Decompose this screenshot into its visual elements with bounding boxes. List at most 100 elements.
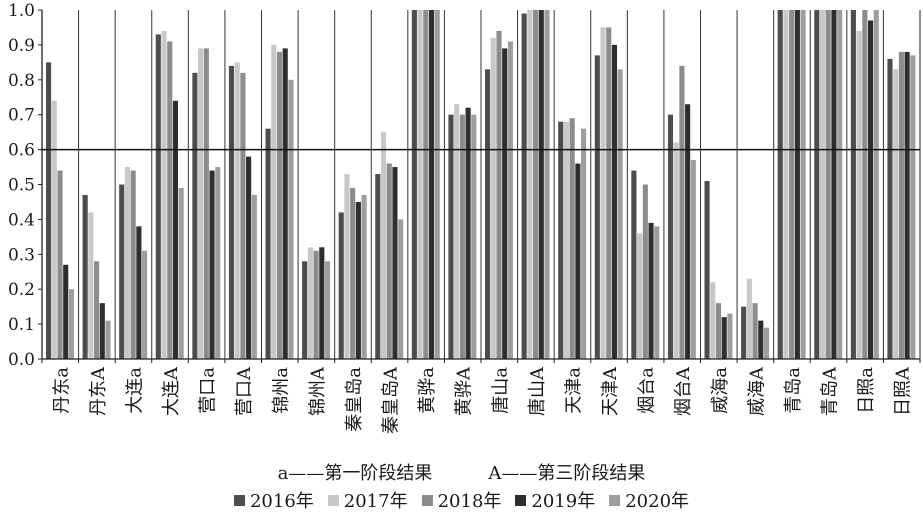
bar	[521, 13, 527, 360]
chart: 0.0 0.1 0.2 0.3 0.4 0.5 0.6 0.7 0.8 0.9 1.0 丹东a 丹东A 大…	[8, 1, 921, 434]
bar	[68, 289, 74, 359]
legend-swatch	[609, 494, 621, 506]
bar	[741, 306, 747, 359]
x-tick-label: 青岛a	[783, 367, 804, 414]
bar	[710, 282, 716, 359]
bar	[198, 48, 204, 359]
bar	[313, 250, 319, 359]
bar	[850, 10, 856, 359]
bar	[814, 10, 820, 359]
bar	[631, 170, 637, 359]
bar	[417, 10, 423, 359]
bar	[105, 320, 111, 359]
bar	[161, 30, 167, 359]
bar	[276, 51, 283, 359]
bar	[471, 114, 477, 359]
legend-swatch	[421, 494, 433, 506]
y-tick-label: 0.6	[8, 141, 35, 161]
x-tick-label: 天津A	[600, 366, 621, 416]
y-tick-label: 0.5	[8, 176, 35, 196]
legend-label: 2017年	[343, 491, 408, 512]
bar	[611, 44, 618, 360]
bar	[130, 170, 136, 359]
bar	[398, 219, 404, 359]
x-tick-label: 秦皇岛A	[381, 366, 402, 434]
bar	[794, 10, 800, 359]
bar	[386, 163, 392, 359]
bar	[783, 10, 789, 359]
legend-label: 2020年	[625, 491, 690, 512]
bar	[288, 79, 294, 360]
bar	[178, 187, 184, 359]
bar	[228, 65, 235, 359]
bar	[558, 121, 564, 360]
y-tick-label: 0.9	[8, 36, 35, 56]
x-tick-label: 威海a	[710, 367, 731, 414]
bar	[307, 247, 313, 359]
bar	[119, 184, 125, 359]
x-tick-label: 烟台A	[673, 366, 694, 416]
bar	[57, 170, 63, 359]
bar	[142, 250, 148, 359]
y-tick-label: 0.1	[8, 315, 35, 335]
bar	[344, 174, 350, 359]
bar	[380, 132, 387, 359]
bar	[251, 194, 257, 359]
bar	[904, 51, 910, 359]
bar	[302, 261, 308, 359]
bar	[434, 10, 440, 359]
bar	[837, 10, 843, 359]
bar	[124, 167, 130, 359]
bar	[240, 72, 246, 359]
bar	[667, 114, 674, 359]
y-tick-label: 0.8	[8, 71, 35, 91]
y-tick-label: 0.0	[8, 350, 35, 370]
y-tick-label: 0.2	[8, 280, 35, 300]
bar	[324, 261, 331, 359]
bar	[581, 128, 587, 359]
bar	[192, 72, 198, 359]
x-tick-label: 丹东a	[51, 367, 72, 414]
bar	[862, 10, 868, 359]
x-tick-label: 秦皇岛a	[344, 367, 365, 432]
bar	[338, 212, 344, 359]
bar	[569, 118, 575, 359]
bar	[136, 226, 142, 359]
x-tick-label: 烟台a	[637, 367, 658, 414]
x-tick-label: 唐山A	[527, 366, 548, 416]
bar	[893, 69, 899, 359]
bar	[99, 303, 105, 359]
bar	[654, 226, 660, 359]
bar	[746, 278, 752, 359]
bar	[423, 10, 429, 359]
bar	[246, 156, 252, 359]
bar	[752, 303, 758, 359]
x-tick-label: 唐山a	[490, 367, 511, 414]
bar	[721, 317, 727, 359]
bar	[411, 10, 417, 359]
bar	[856, 30, 862, 359]
legend-item: 2019年	[515, 487, 595, 513]
bar	[282, 48, 288, 359]
bar	[800, 10, 806, 359]
legend-label: 2019年	[531, 491, 596, 512]
stage-A-note: A——第三阶段结果	[488, 463, 646, 484]
bar	[319, 247, 325, 359]
x-tick-label: 大连A	[161, 366, 182, 416]
legend-item: 2018年	[421, 487, 501, 513]
bar	[690, 160, 696, 359]
bar	[82, 194, 88, 359]
bar	[490, 37, 496, 360]
bar	[887, 58, 893, 360]
bar	[448, 114, 454, 359]
bar	[867, 20, 874, 359]
bar	[155, 34, 161, 360]
bar	[88, 212, 94, 359]
bar	[606, 27, 612, 359]
bar	[673, 142, 679, 359]
bar	[215, 167, 221, 359]
bar	[355, 201, 361, 359]
x-tick-label: 威海A	[746, 366, 767, 416]
bar	[465, 107, 471, 359]
bar	[496, 30, 502, 359]
